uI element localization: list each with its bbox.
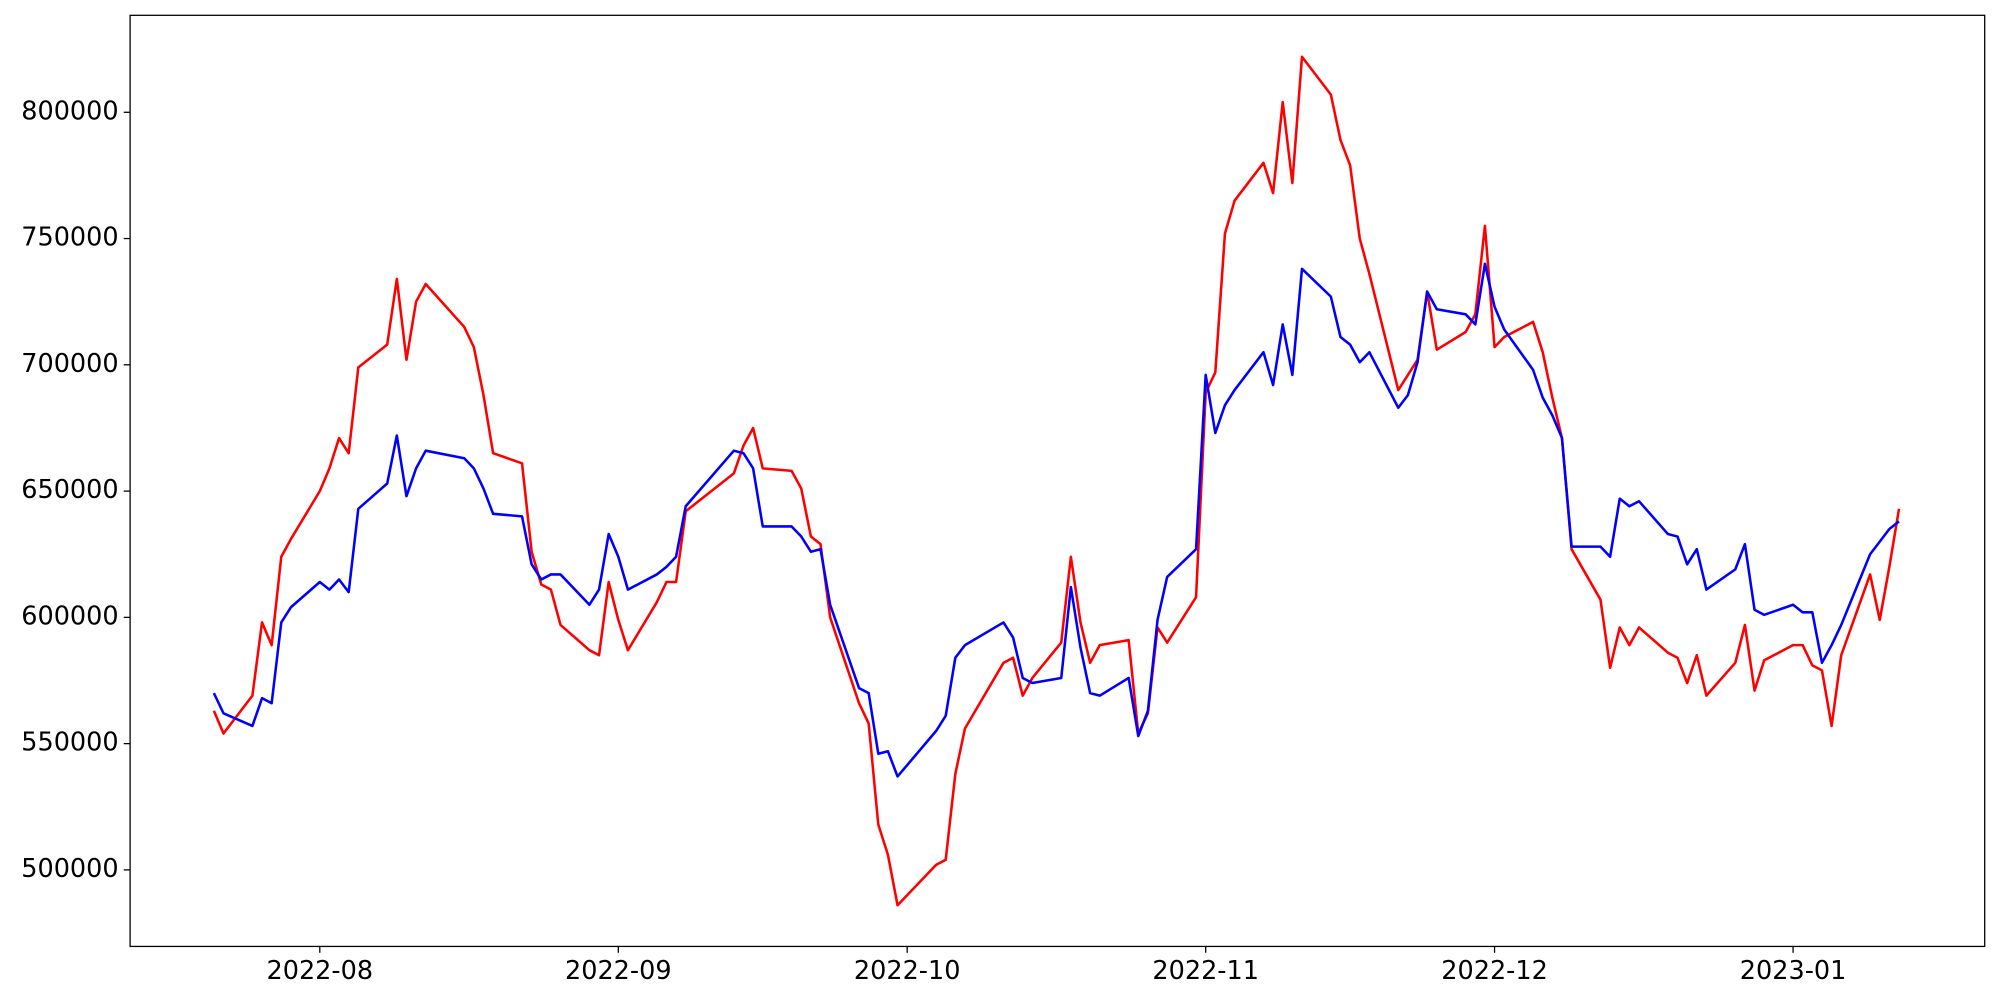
x-tick-label: 2022-11 xyxy=(1152,956,1259,986)
x-tick-label: 2022-10 xyxy=(854,956,961,986)
x-tick-label: 2022-09 xyxy=(565,956,672,986)
y-tick-label: 700000 xyxy=(21,349,118,379)
x-tick-label: 2022-08 xyxy=(267,956,374,986)
y-tick-label: 500000 xyxy=(21,854,118,884)
y-tick-label: 650000 xyxy=(21,475,118,505)
y-tick-label: 550000 xyxy=(21,728,118,758)
line-series xyxy=(212,262,1900,778)
y-tick-label: 600000 xyxy=(21,601,118,631)
plot-frame xyxy=(129,14,1986,948)
y-tick-label: 800000 xyxy=(21,96,118,126)
line-series xyxy=(212,55,1901,907)
x-tick-label: 2022-12 xyxy=(1441,956,1548,986)
x-tick-label: 2023-01 xyxy=(1740,956,1847,986)
y-tick-label: 750000 xyxy=(21,223,118,253)
